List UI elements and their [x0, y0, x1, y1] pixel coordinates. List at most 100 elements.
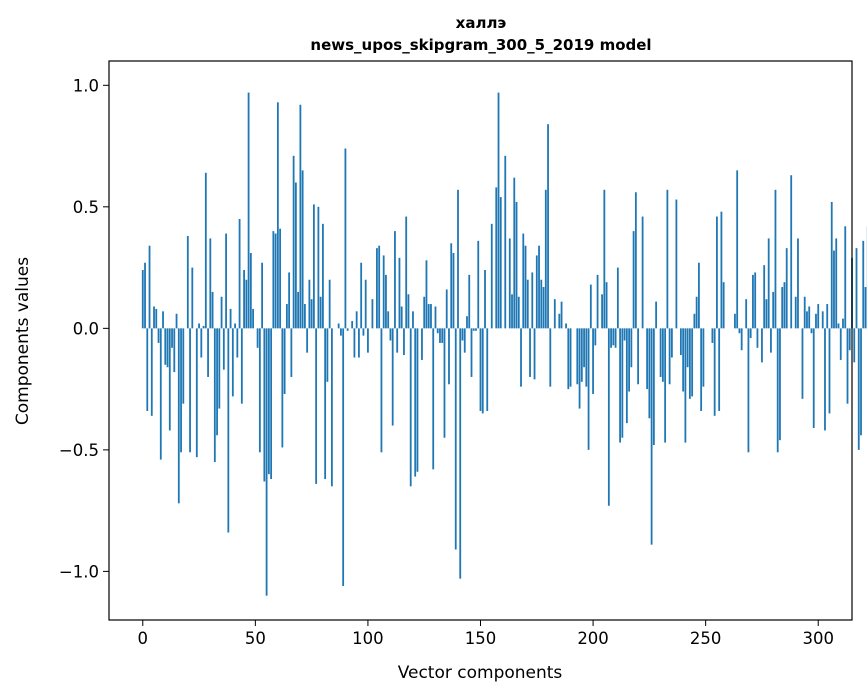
- bar: [553, 299, 556, 329]
- bar: [679, 328, 682, 356]
- bar: [826, 304, 829, 329]
- bar: [661, 328, 664, 382]
- y-tick-label: 0.0: [73, 319, 99, 338]
- bar: [693, 313, 696, 329]
- bar: [153, 306, 155, 329]
- bar: [290, 328, 293, 377]
- bar: [292, 155, 295, 329]
- bar: [479, 328, 482, 411]
- bar: [144, 262, 146, 329]
- bar: [472, 328, 475, 331]
- bar: [303, 304, 306, 329]
- bar: [747, 328, 750, 453]
- bar: [396, 328, 399, 353]
- bar: [596, 274, 599, 329]
- bar: [452, 253, 455, 329]
- bar: [700, 328, 703, 411]
- bar: [416, 328, 419, 472]
- bar: [222, 328, 225, 370]
- bar: [745, 299, 748, 329]
- bar: [736, 170, 739, 329]
- x-axis-label: Vector components: [398, 663, 563, 683]
- bar: [414, 328, 417, 477]
- bar: [355, 311, 358, 329]
- bar: [650, 328, 653, 545]
- bar: [162, 311, 164, 329]
- x-tick-label: 50: [245, 629, 266, 648]
- bar: [265, 328, 268, 596]
- bar: [340, 328, 342, 336]
- bar: [385, 274, 387, 329]
- x-axis-ticks: 0 50 100 150 200 250 300: [138, 620, 834, 648]
- bar: [412, 311, 414, 329]
- bar: [547, 124, 549, 329]
- bar: [603, 189, 606, 329]
- bar: [405, 216, 408, 329]
- bar: [855, 248, 858, 329]
- bar: [195, 328, 198, 458]
- bar: [567, 328, 570, 390]
- bar: [580, 328, 583, 382]
- bar: [691, 328, 694, 397]
- bar: [270, 328, 273, 480]
- bar: [362, 328, 365, 336]
- bar: [540, 279, 543, 329]
- bar: [218, 328, 221, 409]
- bar: [817, 304, 820, 329]
- bar: [754, 272, 757, 329]
- y-axis-label: Components values: [13, 257, 33, 425]
- bar: [231, 328, 234, 397]
- bar: [238, 218, 241, 329]
- bar: [612, 328, 615, 346]
- y-tick-label: −0.5: [59, 441, 99, 460]
- bar: [522, 233, 525, 329]
- bars-group: [141, 92, 867, 596]
- bar: [477, 240, 480, 329]
- bar: [702, 328, 705, 387]
- bar: [490, 223, 493, 329]
- bar: [614, 328, 617, 348]
- bar: [538, 245, 540, 329]
- x-tick-label: 200: [577, 629, 609, 648]
- bar: [668, 328, 671, 385]
- bar: [749, 328, 752, 339]
- y-tick-label: −1.0: [59, 562, 99, 581]
- bar: [594, 328, 597, 346]
- bar: [630, 328, 633, 368]
- bar: [641, 216, 644, 329]
- bar: [198, 323, 200, 329]
- bar: [513, 177, 516, 329]
- bar: [531, 272, 534, 329]
- bar: [461, 328, 464, 341]
- bar: [497, 92, 500, 329]
- bar: [767, 238, 770, 329]
- bar: [862, 240, 865, 329]
- bar: [511, 294, 513, 329]
- bar: [632, 231, 635, 329]
- bar: [403, 328, 405, 356]
- bar: [328, 279, 331, 329]
- bar: [801, 328, 804, 399]
- bar: [770, 328, 772, 353]
- bar: [261, 262, 264, 329]
- bar: [180, 328, 182, 453]
- bar: [245, 279, 248, 329]
- bar: [720, 211, 723, 329]
- bar: [592, 328, 594, 394]
- bar: [779, 328, 781, 441]
- bar: [400, 306, 403, 329]
- bar: [589, 284, 592, 329]
- bar: [189, 328, 191, 453]
- bar: [177, 328, 180, 504]
- bar: [666, 189, 669, 329]
- bar: [837, 323, 840, 329]
- bar: [159, 328, 162, 460]
- bar: [821, 311, 824, 329]
- bar: [740, 328, 743, 351]
- bar: [533, 328, 536, 380]
- bar: [625, 328, 628, 424]
- bar: [752, 274, 754, 329]
- bar: [378, 245, 381, 329]
- bar: [756, 328, 759, 348]
